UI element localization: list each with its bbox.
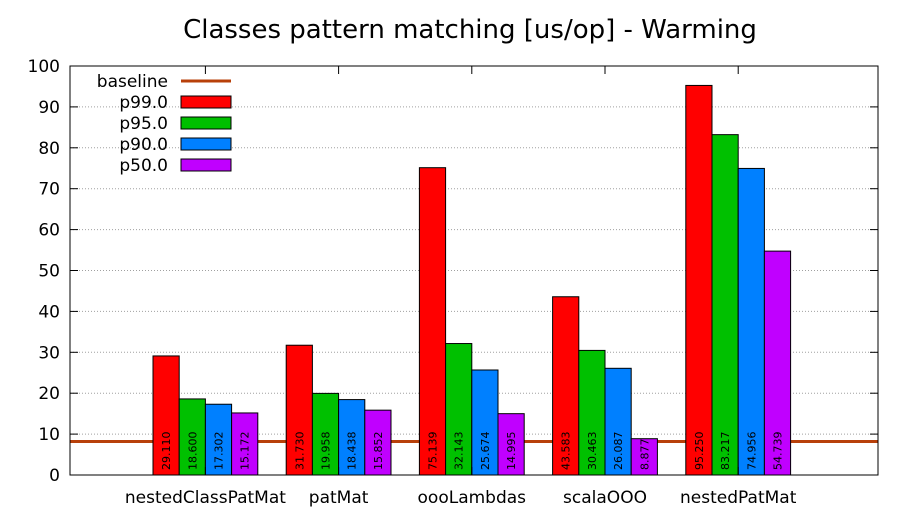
x-category-label: scalaOOO bbox=[563, 488, 647, 508]
x-category-label: nestedPatMat bbox=[680, 488, 797, 508]
y-tick-label: 90 bbox=[38, 98, 60, 118]
bar-value-label: 29.110 bbox=[160, 432, 173, 471]
bar-p50-0 bbox=[497, 413, 525, 476]
bar-value-label: 18.438 bbox=[346, 432, 359, 471]
bar-value-label: 18.600 bbox=[186, 432, 199, 471]
x-category-label: nestedClassPatMat bbox=[125, 488, 286, 508]
bar-value-label: 74.956 bbox=[745, 432, 758, 471]
bar-value-label: 54.739 bbox=[772, 432, 785, 471]
bar-p90-0 bbox=[604, 367, 632, 476]
bar-p99-0 bbox=[685, 84, 713, 476]
legend-swatch bbox=[180, 158, 232, 172]
bar-value-label: 15.852 bbox=[372, 432, 385, 471]
legend-label: p90.0 bbox=[119, 135, 168, 155]
legend-label: p95.0 bbox=[119, 114, 168, 134]
bar-p95-0 bbox=[711, 134, 739, 476]
bar-p90-0 bbox=[471, 369, 499, 476]
bar-value-label: 43.583 bbox=[560, 432, 573, 471]
y-tick-label: 20 bbox=[38, 384, 60, 404]
bar-p95-0 bbox=[578, 349, 606, 476]
y-tick-label: 70 bbox=[38, 180, 60, 200]
y-tick-label: 10 bbox=[38, 425, 60, 445]
bar-p50-0 bbox=[630, 438, 658, 476]
bar-value-label: 25.674 bbox=[479, 431, 492, 470]
y-tick-label: 40 bbox=[38, 302, 60, 322]
x-category-label: oooLambdas bbox=[418, 488, 527, 508]
axes: 0 10 20 30 40 50 60 70 80 90 100 nestedClassPatMat p… bbox=[28, 57, 879, 508]
bar-value-label: 14.995 bbox=[505, 432, 518, 471]
legend-label: baseline bbox=[97, 72, 168, 92]
y-tick-label: 100 bbox=[28, 57, 60, 77]
bar-p95-0 bbox=[445, 343, 473, 476]
y-tick-label: 0 bbox=[49, 466, 60, 486]
bar-value-label: 8.877 bbox=[638, 439, 651, 471]
bar-value-label: 32.143 bbox=[453, 432, 466, 471]
bar-value-label: 17.302 bbox=[213, 432, 226, 471]
bar-value-label: 95.250 bbox=[693, 432, 706, 471]
bars-layer bbox=[152, 84, 792, 476]
bar-value-label: 30.463 bbox=[586, 432, 599, 471]
legend-swatch bbox=[180, 116, 232, 130]
bar-value-label: 31.730 bbox=[293, 432, 306, 471]
y-tick-label: 30 bbox=[38, 343, 60, 363]
y-tick-label: 80 bbox=[38, 139, 60, 159]
bar-value-label: 15.172 bbox=[239, 432, 252, 471]
legend-swatch bbox=[180, 95, 232, 109]
y-tick-label: 50 bbox=[38, 262, 60, 282]
bar-value-label: 26.087 bbox=[612, 432, 625, 471]
legend-swatch bbox=[180, 137, 232, 151]
bar-value-label: 19.958 bbox=[320, 432, 333, 471]
bar-p90-0 bbox=[737, 167, 765, 476]
plot-frame bbox=[69, 65, 879, 476]
y-tick-label: 60 bbox=[38, 221, 60, 241]
bar-value-label: 75.139 bbox=[427, 432, 440, 471]
data-labels-layer: 29.110 18.600 17.302 15.172 31.730 19.958 18.4… bbox=[160, 431, 784, 470]
chart-title: Classes pattern matching [us/op] - Warmi… bbox=[183, 15, 757, 45]
legend-label: p99.0 bbox=[119, 93, 168, 113]
legend-label: p50.0 bbox=[119, 156, 168, 176]
x-category-label: patMat bbox=[309, 488, 369, 508]
bar-p95-0 bbox=[178, 398, 206, 476]
bar-p50-0 bbox=[364, 409, 392, 476]
bar-value-label: 83.217 bbox=[719, 432, 732, 471]
bar-p99-0 bbox=[418, 167, 447, 476]
